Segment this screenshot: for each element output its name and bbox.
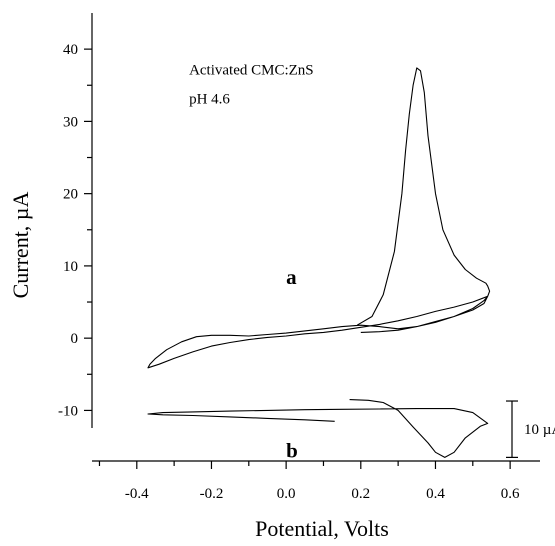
y-tick-label: 40: [63, 42, 78, 58]
y-tick-label: 20: [63, 187, 78, 203]
annotation-ph: pH 4.6: [189, 91, 230, 107]
axes: [91, 13, 540, 462]
curve-label-b: b: [286, 438, 298, 462]
scale-bar: [506, 400, 518, 458]
y-tick-label: 30: [63, 114, 78, 130]
y-tick-label: 10: [63, 259, 78, 275]
tick-marks: [84, 48, 511, 469]
curves: [147, 67, 491, 458]
y-tick-label: -10: [58, 403, 78, 419]
curve-a: [147, 67, 491, 369]
x-tick-label: -0.2: [200, 486, 224, 502]
x-tick-label: -0.4: [125, 486, 149, 502]
x-tick-label: 0.0: [277, 486, 296, 502]
y-axis-title: Current, µA: [8, 192, 33, 299]
x-axis-title: Potential, Volts: [255, 516, 389, 541]
x-tick-label: 0.6: [501, 486, 520, 502]
annotation-sample: Activated CMC:ZnS: [189, 62, 314, 78]
x-tick-label: 0.2: [351, 486, 370, 502]
scale-bar-label: 10 µA: [524, 422, 555, 438]
x-tick-label: 0.4: [426, 486, 445, 502]
curve-b: [147, 399, 489, 458]
tick-labels: -0.4 -0.2 0.0 0.2 0.4 0.6 -10 0 10 20 30 40: [58, 42, 520, 502]
curve-label-a: a: [286, 265, 297, 289]
y-tick-label: 0: [71, 331, 79, 347]
